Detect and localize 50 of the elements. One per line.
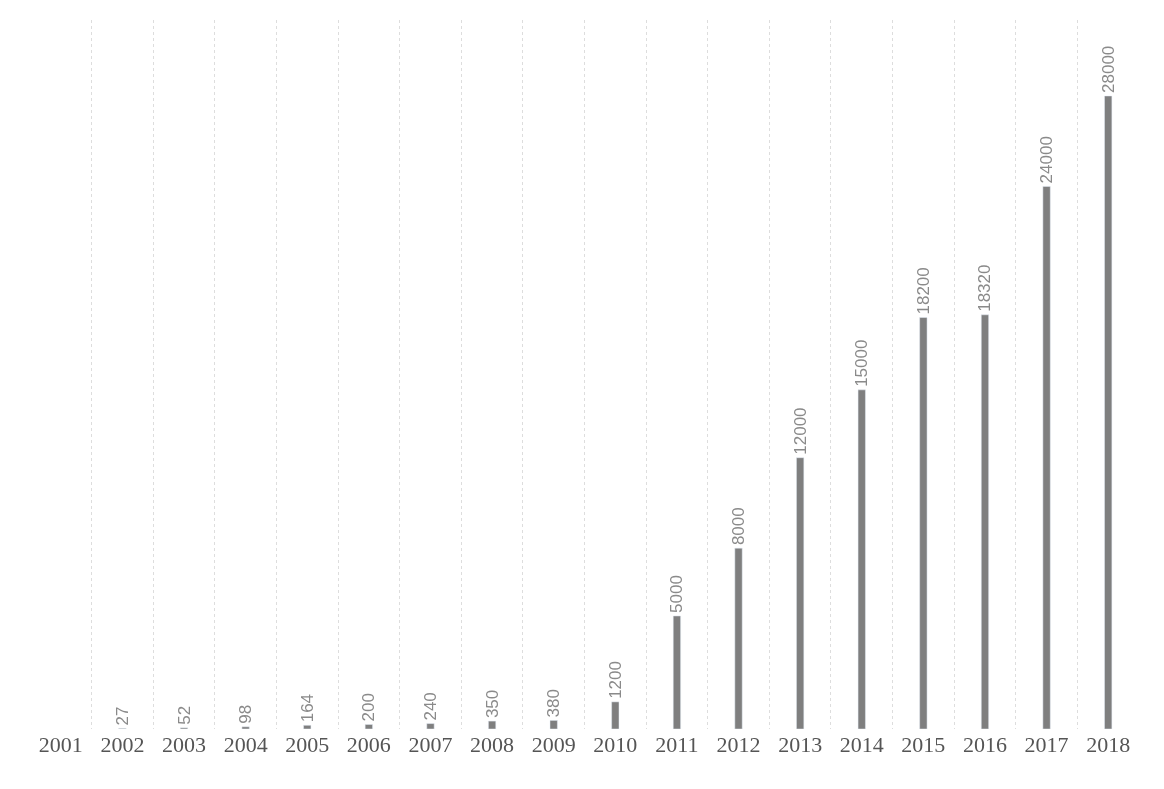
x-tick-label: 2005 <box>285 732 330 757</box>
x-tick-label: 2001 <box>38 732 83 757</box>
data-label: 8000 <box>729 507 749 546</box>
x-tick-label: 2003 <box>162 732 207 757</box>
bar <box>672 615 681 729</box>
bar <box>857 389 866 729</box>
data-label: 98 <box>236 704 256 724</box>
x-tick-label: 2018 <box>1086 732 1131 757</box>
x-tick-label: 2015 <box>901 732 946 757</box>
bar <box>364 724 373 729</box>
x-tick-label: 2008 <box>470 732 515 757</box>
bar <box>303 725 312 729</box>
data-label: 380 <box>544 689 564 718</box>
data-label: 52 <box>174 705 194 725</box>
bar <box>919 317 928 729</box>
data-label: 24000 <box>1037 136 1057 184</box>
bar <box>241 726 250 729</box>
bar <box>796 457 805 729</box>
x-tick-label: 2011 <box>655 732 699 757</box>
x-tick-label: 2012 <box>716 732 761 757</box>
x-tick-label: 2014 <box>839 732 884 757</box>
data-label: 5000 <box>667 575 687 613</box>
x-tick-label: 2016 <box>962 732 1007 757</box>
data-label: 27 <box>112 706 132 726</box>
x-tick-label: 2002 <box>100 732 145 757</box>
x-tick-label: 2017 <box>1024 732 1069 757</box>
data-label: 18200 <box>913 267 933 315</box>
bar <box>1042 186 1051 729</box>
bar <box>426 723 435 729</box>
x-tick-label: 2013 <box>778 732 823 757</box>
data-label: 164 <box>297 693 317 723</box>
x-tick-label: 2009 <box>531 732 576 757</box>
bar <box>549 720 558 729</box>
bar <box>488 720 497 729</box>
data-label: 350 <box>482 689 502 719</box>
x-tick-label: 2004 <box>223 732 268 757</box>
bar <box>981 314 989 729</box>
data-label: 1200 <box>605 661 625 699</box>
x-tick-label: 2010 <box>593 732 638 757</box>
data-label: 15000 <box>852 339 872 387</box>
bar <box>611 701 620 729</box>
data-label: 18320 <box>975 264 995 312</box>
x-tick-label: 2007 <box>408 732 453 757</box>
data-label: 200 <box>359 693 379 722</box>
data-label: 28000 <box>1098 45 1118 93</box>
bar <box>734 547 743 729</box>
x-tick-label: 2006 <box>346 732 391 757</box>
data-label: 240 <box>420 692 440 721</box>
data-label: 12000 <box>790 407 810 455</box>
bar <box>1104 95 1113 729</box>
